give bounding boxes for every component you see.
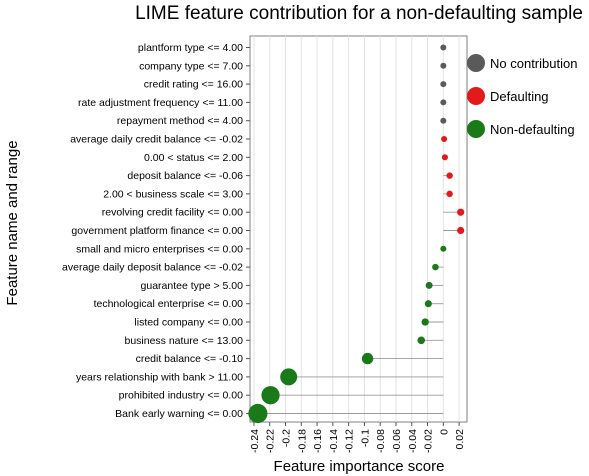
lollipop-dot bbox=[457, 226, 465, 235]
lollipop-dot bbox=[248, 403, 268, 424]
lollipop-dot bbox=[440, 81, 447, 88]
x-tick-label: -0.22 bbox=[265, 429, 277, 453]
lollipop-dot bbox=[440, 245, 447, 252]
feature-label: years relationship with bank > 11.00 bbox=[76, 371, 243, 383]
legend: No contribution Defaulting Non-defaulting bbox=[467, 54, 577, 138]
feature-label: plantform type <= 4.00 bbox=[138, 42, 243, 54]
chart-title: LIME feature contribution for a non-defa… bbox=[135, 3, 583, 24]
x-tick-label: 0.02 bbox=[454, 429, 466, 450]
y-axis-label: Feature name and range bbox=[4, 140, 21, 305]
lollipop-dot bbox=[441, 154, 448, 161]
lollipop-dot bbox=[280, 368, 298, 386]
feature-label: Bank early warning <= 0.00 bbox=[115, 408, 243, 420]
plot-frame bbox=[249, 35, 468, 423]
x-tick-label: -0.2 bbox=[281, 429, 293, 447]
x-tick-label: 0 bbox=[438, 429, 450, 435]
feature-label: revolving credit facility <= 0.00 bbox=[102, 207, 243, 219]
x-tick-label: -0.18 bbox=[296, 429, 308, 453]
feature-label: deposit balance <= -0.06 bbox=[127, 170, 243, 182]
lollipop-dot bbox=[421, 318, 429, 326]
feature-label: prohibited industry <= 0.00 bbox=[119, 390, 243, 402]
x-tick-label: -0.12 bbox=[344, 429, 356, 453]
legend-marker bbox=[467, 87, 485, 105]
feature-label: government platform finance <= 0.00 bbox=[71, 225, 243, 237]
lollipop-dot bbox=[446, 172, 453, 179]
x-tick-label: -0.1 bbox=[359, 429, 371, 447]
lollipop-dot bbox=[440, 117, 447, 124]
lollipop-dot bbox=[441, 135, 448, 143]
feature-label: 0.00 < status <= 2.00 bbox=[144, 152, 243, 164]
legend-label: Defaulting bbox=[490, 89, 549, 104]
legend-label: Non-defaulting bbox=[490, 122, 575, 137]
legend-marker bbox=[467, 120, 485, 138]
feature-label: listed company <= 0.00 bbox=[134, 317, 243, 329]
feature-label: 2.00 < business scale <= 3.00 bbox=[103, 188, 243, 200]
lollipop-dot bbox=[432, 263, 439, 271]
x-tick-label: -0.16 bbox=[312, 429, 324, 453]
feature-label: technological enterprise <= 0.00 bbox=[94, 298, 244, 310]
lollipop-dot bbox=[424, 300, 432, 308]
feature-label: rate adjustment frequency <= 11.00 bbox=[78, 97, 243, 109]
lollipop-dot bbox=[457, 208, 465, 216]
lollipop-dot bbox=[261, 386, 280, 405]
legend-marker bbox=[467, 54, 485, 72]
x-axis-label: Feature importance score bbox=[274, 458, 445, 475]
lollipop-dot bbox=[446, 190, 453, 198]
legend-label: No contribution bbox=[490, 56, 577, 71]
feature-label: company type <= 7.00 bbox=[139, 60, 243, 72]
feature-label: business nature <= 13.00 bbox=[124, 335, 243, 347]
x-tick-label: -0.24 bbox=[249, 429, 261, 453]
lollipop-dot bbox=[417, 336, 426, 345]
feature-label: average daily deposit balance <= -0.02 bbox=[62, 262, 243, 274]
lollipop-dot bbox=[425, 281, 433, 289]
x-tick-label: -0.04 bbox=[407, 429, 419, 453]
lollipop-dot bbox=[440, 99, 447, 106]
feature-label: credit rating <= 16.00 bbox=[144, 79, 243, 91]
feature-label: average daily credit balance <= -0.02 bbox=[70, 134, 243, 146]
lollipop-dot bbox=[440, 44, 447, 51]
plot-area: -0.24 -0.22 -0.2 -0.18 -0.16 -0.14 -0.12 -0.1 -0… bbox=[62, 35, 468, 453]
x-tick-label: -0.06 bbox=[391, 429, 403, 453]
feature-label: credit balance <= -0.10 bbox=[136, 353, 244, 365]
x-tick-label: -0.08 bbox=[375, 429, 387, 453]
lollipop-dot bbox=[440, 62, 447, 69]
x-tick-label: -0.02 bbox=[423, 429, 435, 453]
feature-label: guarantee type > 5.00 bbox=[141, 280, 244, 292]
x-tick-label: -0.14 bbox=[328, 429, 340, 453]
lollipop-dot bbox=[361, 352, 374, 365]
feature-label: small and micro enterprises <= 0.00 bbox=[76, 243, 243, 255]
feature-label: repayment method <= 4.00 bbox=[117, 115, 243, 127]
